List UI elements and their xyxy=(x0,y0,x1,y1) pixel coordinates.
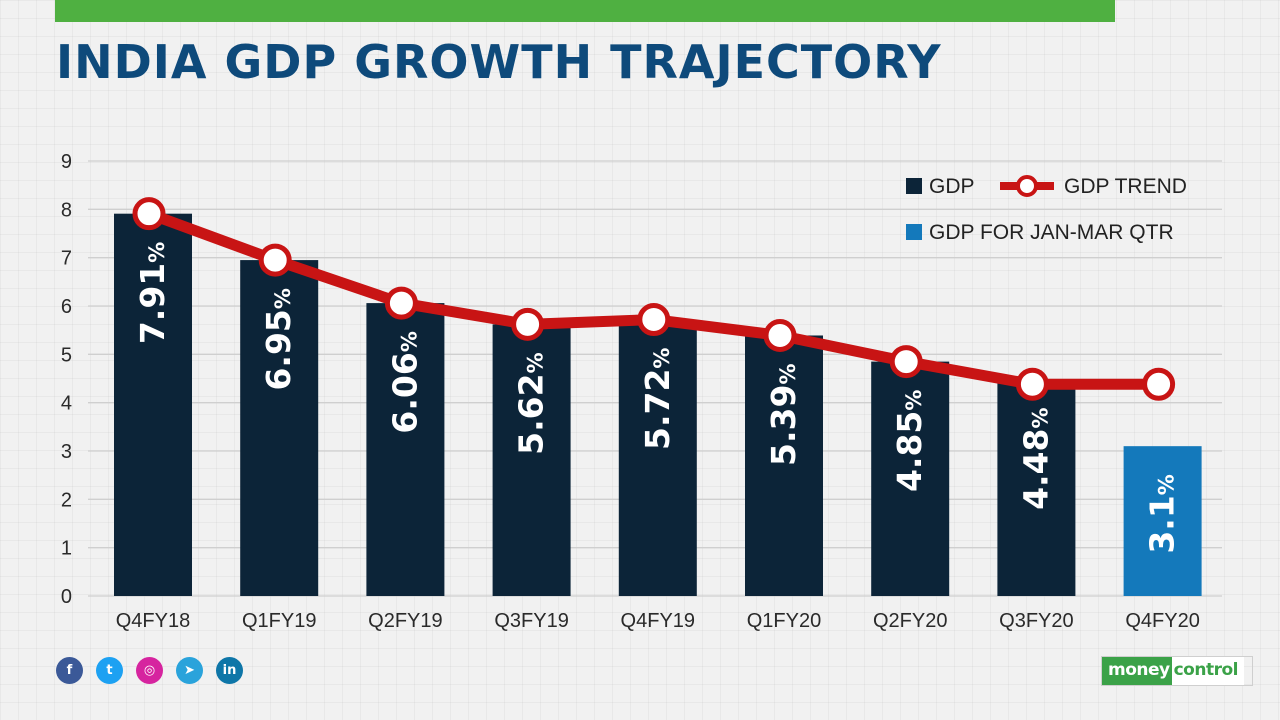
twitter-icon[interactable]: t xyxy=(96,657,123,684)
x-tick-label: Q3FY20 xyxy=(999,610,1073,632)
bar-value-label: 7.91% xyxy=(133,242,172,344)
bar-value-label: 4.85% xyxy=(890,390,929,492)
y-tick-label: 0 xyxy=(61,586,72,608)
legend-gdp-label: GDP xyxy=(929,175,975,198)
social-links: f t ◎ ➤ in xyxy=(56,657,243,684)
y-tick-label: 6 xyxy=(61,296,72,318)
bar xyxy=(240,260,319,596)
trend-marker xyxy=(132,197,166,231)
legend: GDP GDP TREND GDP FOR JAN-MAR QTR xyxy=(906,175,1187,244)
x-tick-label: Q2FY20 xyxy=(873,610,947,632)
x-axis: Q4FY18 Q1FY19 Q2FY19 Q3FY19 Q4FY19 Q1FY20 Q2FY… xyxy=(116,610,1200,632)
y-tick-label: 8 xyxy=(61,199,72,221)
chart-title: INDIA GDP GROWTH TRAJECTORY xyxy=(56,35,942,89)
y-tick-label: 4 xyxy=(61,393,72,415)
legend-trend-label: GDP TREND xyxy=(1064,175,1187,198)
trend-marker xyxy=(1142,367,1176,401)
bar xyxy=(871,361,950,596)
x-tick-label: Q1FY19 xyxy=(242,610,316,632)
top-accent-bar xyxy=(55,0,1115,22)
trend-marker xyxy=(384,286,418,320)
bar-value-label: 5.39% xyxy=(764,363,803,465)
bar-value-label: 5.62% xyxy=(512,352,551,454)
bars xyxy=(114,213,1202,596)
y-tick-label: 2 xyxy=(61,489,72,511)
x-tick-label: Q1FY20 xyxy=(747,610,821,632)
legend-highlight-swatch xyxy=(906,224,922,240)
y-tick-label: 7 xyxy=(61,248,72,270)
telegram-icon[interactable]: ➤ xyxy=(176,657,203,684)
facebook-icon[interactable]: f xyxy=(56,657,83,684)
x-tick-label: Q4FY18 xyxy=(116,610,190,632)
bar xyxy=(745,335,823,596)
x-tick-label: Q4FY20 xyxy=(1125,610,1199,632)
trend-marker xyxy=(637,303,671,337)
bar-value-label: 4.48% xyxy=(1016,407,1055,509)
legend-gdp-swatch xyxy=(906,178,922,194)
x-tick-label: Q4FY19 xyxy=(621,610,695,632)
bar xyxy=(618,319,697,596)
y-tick-label: 9 xyxy=(61,151,72,173)
instagram-icon[interactable]: ◎ xyxy=(136,657,163,684)
y-axis: 0 1 2 3 4 5 6 7 8 9 xyxy=(61,151,72,608)
brand-logo-part2: control xyxy=(1171,657,1244,685)
trend-marker xyxy=(1015,367,1049,401)
trend-marker xyxy=(763,318,797,352)
bar xyxy=(366,303,445,596)
brand-logo-part1: money xyxy=(1102,657,1172,685)
trend-marker xyxy=(258,243,292,277)
x-tick-label: Q2FY19 xyxy=(368,610,442,632)
bar-value-label: 6.06% xyxy=(385,331,424,433)
bar-value-label: 3.1% xyxy=(1143,474,1182,554)
trend-marker xyxy=(511,307,545,341)
bar-value-labels: 7.91% 6.95% 6.06% 5.62% 5.72% 5.39% 4.85% 4.48%… xyxy=(133,242,1182,554)
y-tick-label: 5 xyxy=(61,344,72,366)
bar-value-label: 5.72% xyxy=(638,348,677,450)
x-tick-label: Q3FY19 xyxy=(494,610,568,632)
bar xyxy=(1123,446,1202,596)
legend-trend-marker xyxy=(1016,175,1038,197)
brand-logo: money control xyxy=(1101,656,1253,686)
legend-highlight-label: GDP FOR JAN-MAR QTR xyxy=(929,221,1174,244)
bar xyxy=(997,379,1076,596)
y-tick-label: 3 xyxy=(61,441,72,463)
trend-marker xyxy=(889,345,923,379)
bar xyxy=(114,213,192,596)
y-tick-label: 1 xyxy=(61,538,72,560)
bar xyxy=(492,324,571,596)
gdp-bar-chart: 0 1 2 3 4 5 6 7 8 9 7.91% 6.95% 6.06% 5.62% 5.72% 5.39… xyxy=(61,151,1222,632)
linkedin-icon[interactable]: in xyxy=(216,657,243,684)
bar-value-label: 6.95% xyxy=(259,288,298,390)
trend-line xyxy=(132,197,1176,401)
